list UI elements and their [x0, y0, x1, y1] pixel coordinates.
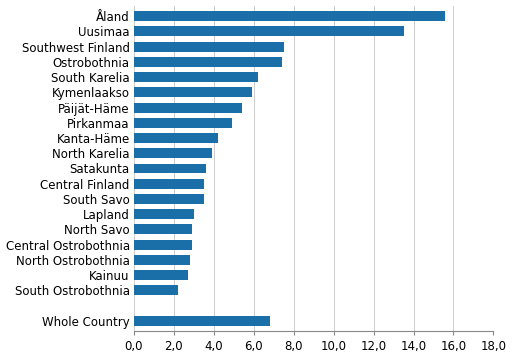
- Bar: [134, 72, 258, 82]
- Bar: [134, 224, 192, 234]
- Bar: [134, 179, 204, 189]
- Bar: [134, 255, 190, 265]
- Bar: [134, 87, 252, 97]
- Bar: [134, 209, 194, 219]
- Bar: [134, 57, 282, 67]
- Bar: [134, 316, 270, 326]
- Bar: [134, 148, 212, 158]
- Bar: [134, 103, 242, 112]
- Bar: [134, 240, 192, 250]
- Bar: [134, 164, 206, 173]
- Bar: [134, 270, 188, 280]
- Bar: [134, 285, 178, 295]
- Bar: [134, 42, 284, 52]
- Bar: [134, 27, 403, 36]
- Bar: [134, 194, 204, 204]
- Bar: [134, 118, 232, 128]
- Bar: [134, 133, 218, 143]
- Bar: [134, 11, 445, 21]
